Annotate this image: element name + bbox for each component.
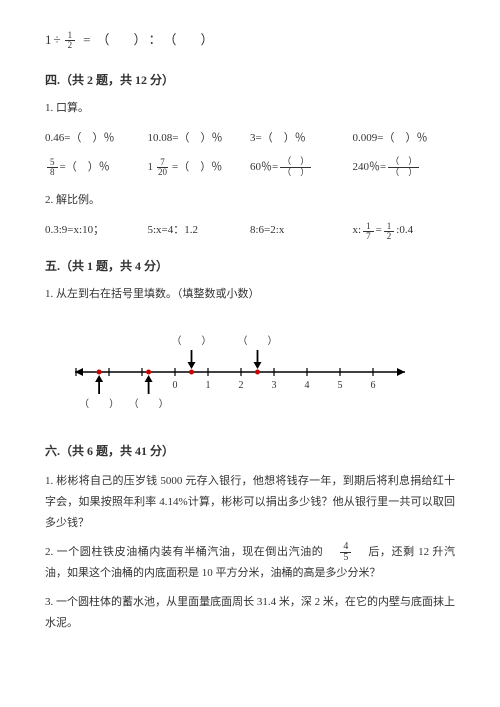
svg-text:0: 0 [173, 380, 178, 391]
cell: 1 720 =（ ）％ [148, 157, 251, 178]
section-5-title: 五.（共 1 题，共 4 分） [45, 257, 455, 276]
svg-text:（ ）: （ ） [79, 398, 119, 410]
section-6-title: 六.（共 6 题，共 41 分） [45, 442, 455, 461]
cell: 5:x=4：1.2 [148, 222, 251, 241]
svg-text:（ ）: （ ） [238, 335, 278, 347]
q5-1-label: 1. 从左到右在括号里填数。（填整数或小数） [45, 286, 455, 304]
cell: 0.3:9=x:10； [45, 222, 148, 241]
svg-text:5: 5 [338, 380, 343, 391]
svg-text:4: 4 [305, 380, 310, 391]
mental-calc-row1: 0.46=（ ）％ 10.08=（ ）％ 3=（ ）％ 0.009=（ ）％ [45, 130, 455, 148]
cell: 8:6=2:x [250, 222, 353, 241]
cell: 10.08=（ ）％ [148, 130, 251, 148]
svg-text:（ ）: （ ） [129, 398, 169, 410]
svg-text:（ ）: （ ） [172, 335, 212, 347]
number-line: 0 1 2 3 4 5 6 （ ） （ ） （ ） （ ） [45, 317, 455, 424]
q4-1-label: 1. 口算。 [45, 100, 455, 118]
svg-text:2: 2 [239, 380, 244, 391]
cell: 0.46=（ ）％ [45, 130, 148, 148]
q6-1: 1. 彬彬将自己的压岁钱 5000 元存入银行，他想将钱存一年，到期后将利息捐给… [45, 471, 455, 534]
cell: 58 =（ ）％ [45, 157, 148, 178]
eq-frac: 1 2 [65, 31, 76, 50]
q6-3: 3. 一个圆柱体的蓄水池，从里面量底面周长 31.4 米，深 2 米，在它的内壁… [45, 592, 455, 634]
eq-whole: 1 [45, 30, 52, 51]
top-equation: 1 ÷ 1 2 = （） ： （） [45, 30, 455, 51]
cell: x: 17 = 12 :0.4 [353, 222, 456, 241]
mental-calc-row2: 58 =（ ）％ 1 720 =（ ）％ 60％= （ ）（ ） 240％= （… [45, 157, 455, 178]
cell: 3=（ ）％ [250, 130, 353, 148]
svg-text:1: 1 [206, 380, 211, 391]
cell: 240％= （ ）（ ） [353, 157, 456, 178]
q6-2: 2. 一个圆柱铁皮油桶内装有半桶汽油，现在倒出汽油的 45 后，还剩 12 升汽… [45, 542, 455, 584]
cell: 0.009=（ ）％ [353, 130, 456, 148]
ratio-row: 0.3:9=x:10； 5:x=4：1.2 8:6=2:x x: 17 = 12… [45, 222, 455, 241]
cell: 60％= （ ）（ ） [250, 157, 353, 178]
section-4-title: 四.（共 2 题，共 12 分） [45, 71, 455, 90]
svg-text:3: 3 [272, 380, 277, 391]
svg-text:6: 6 [371, 380, 376, 391]
q4-2-label: 2. 解比例。 [45, 192, 455, 210]
